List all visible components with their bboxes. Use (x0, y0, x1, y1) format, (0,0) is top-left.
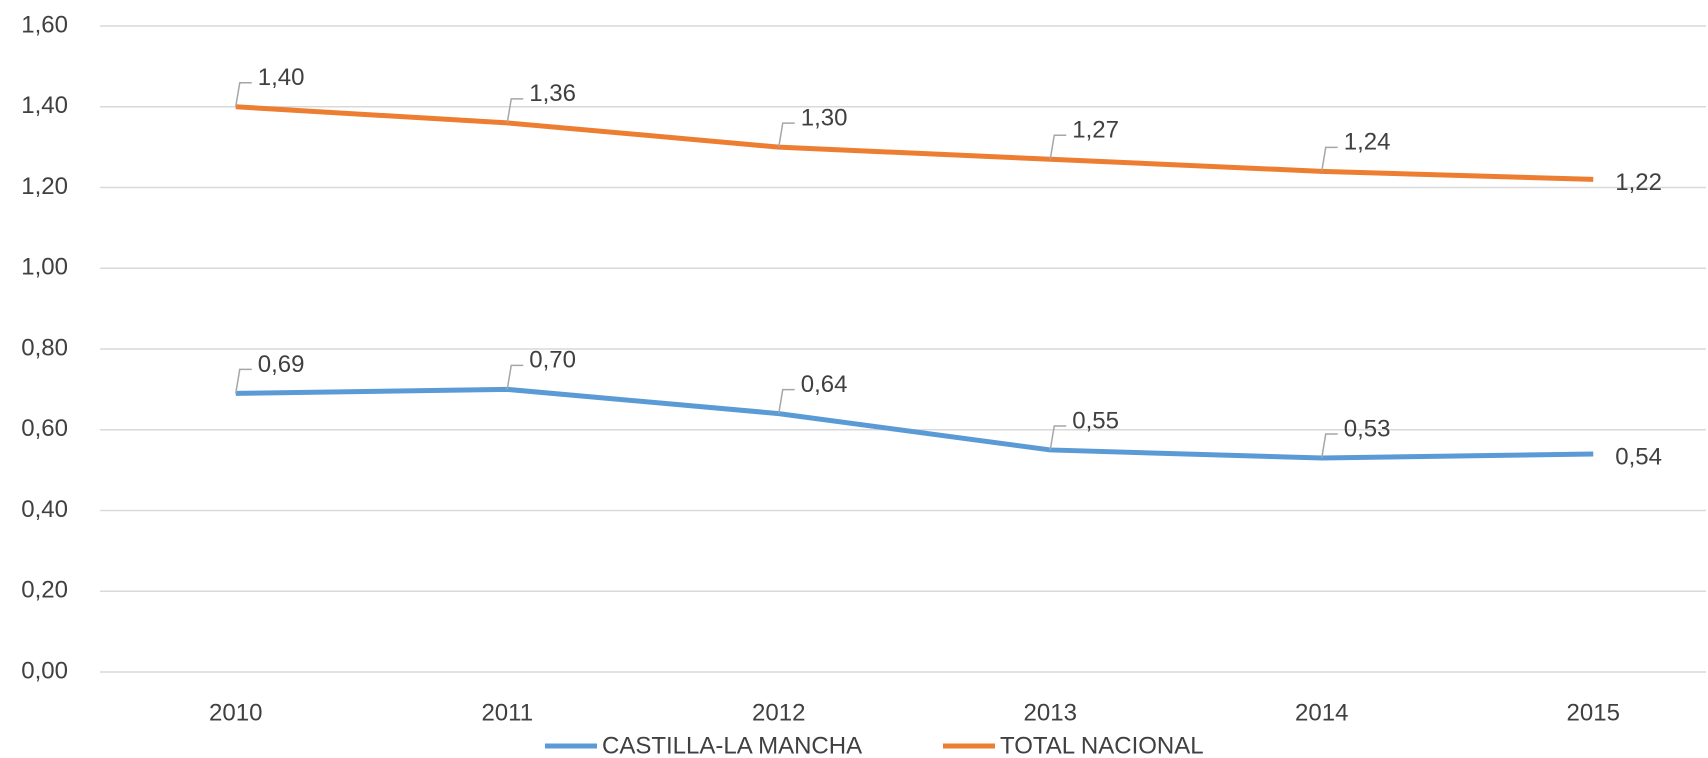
data-label: 0,64 (801, 371, 848, 398)
x-tick-label: 2012 (752, 699, 805, 726)
label-leader (235, 368, 252, 394)
y-tick-label: 1,40 (21, 92, 68, 119)
label-leader (506, 364, 524, 390)
y-tick-label: 0,80 (21, 334, 68, 361)
data-label: 0,54 (1615, 443, 1662, 470)
label-leader (235, 82, 252, 107)
data-label: 1,30 (801, 104, 848, 131)
label-leader (1049, 425, 1067, 451)
series-line (235, 386, 1594, 461)
x-tick-label: 2013 (1024, 699, 1077, 726)
data-label: 0,70 (529, 347, 576, 374)
data-label: 1,27 (1072, 117, 1119, 144)
x-tick-label: 2010 (209, 699, 262, 726)
legend-label: TOTAL NACIONAL (1000, 732, 1204, 758)
y-tick-label: 0,00 (21, 657, 68, 684)
label-leader (1321, 433, 1338, 459)
data-label: 0,69 (258, 351, 305, 378)
y-tick-label: 0,40 (21, 496, 68, 523)
y-tick-label: 1,00 (21, 254, 68, 281)
label-leader (1049, 134, 1067, 160)
legend-label: CASTILLA-LA MANCHA (602, 732, 862, 758)
data-label: 1,40 (258, 64, 305, 91)
y-tick-label: 1,20 (21, 173, 68, 200)
y-tick-label: 0,60 (21, 415, 68, 442)
label-leader (1321, 146, 1338, 172)
data-label: 1,22 (1615, 169, 1662, 196)
data-label: 1,36 (529, 80, 576, 107)
label-leader (778, 122, 795, 148)
label-leader (778, 388, 795, 414)
label-leader (506, 98, 524, 124)
x-tick-label: 2015 (1567, 699, 1620, 726)
y-tick-label: 1,60 (21, 11, 68, 38)
data-label: 0,55 (1072, 407, 1119, 434)
y-tick-label: 0,20 (21, 577, 68, 604)
data-label: 0,53 (1344, 415, 1391, 442)
data-label: 1,24 (1344, 129, 1391, 156)
x-tick-label: 2011 (481, 699, 533, 726)
x-tick-label: 2014 (1295, 699, 1348, 726)
series-line (235, 104, 1594, 182)
